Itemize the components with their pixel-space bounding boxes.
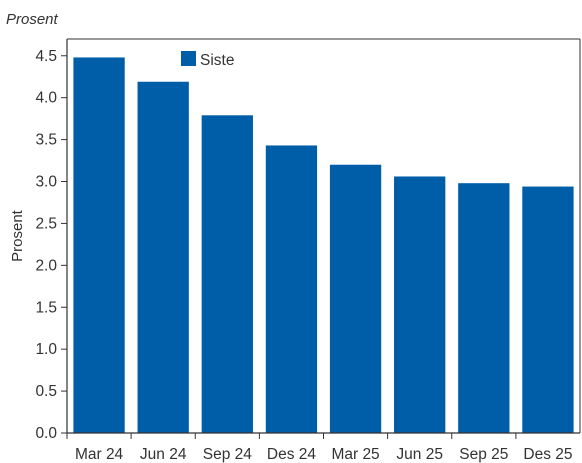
y-tick-label: 4.0	[35, 90, 57, 107]
y-tick-label: 2.0	[35, 257, 57, 274]
x-tick-label: Mar 25	[331, 446, 379, 463]
x-tick-label: Jun 24	[140, 446, 187, 463]
bar	[137, 81, 189, 434]
y-tick-label: 0.5	[35, 383, 57, 400]
x-tick-label: Mar 24	[75, 446, 124, 463]
y-tick-label: 2.5	[35, 215, 57, 232]
legend-swatch	[181, 51, 196, 66]
unit-label: Prosent	[6, 11, 59, 28]
bar	[201, 115, 253, 434]
y-tick-label: 1.5	[35, 299, 57, 316]
y-axis-title: Prosent	[9, 209, 26, 262]
y-tick-label: 3.0	[35, 174, 57, 191]
y-tick-label: 4.5	[35, 48, 57, 65]
bar	[522, 186, 574, 433]
bar	[73, 57, 125, 433]
legend-label: Siste	[200, 52, 234, 69]
x-tick-label: Jun 25	[396, 446, 443, 463]
bar	[458, 183, 510, 433]
bar	[265, 145, 318, 433]
y-tick-label: 1.0	[35, 341, 57, 358]
plot-area: 0.0 0.5 1.0 1.5 2.0 2.5 3.0 3.5 4.0 4.5 Mar 24 Jun …	[35, 38, 581, 463]
x-tick-label: Des 24	[267, 446, 316, 463]
legend: Siste	[181, 51, 234, 69]
x-tick-label: Des 25	[523, 446, 572, 463]
x-tick-label: Sep 25	[459, 446, 508, 463]
y-tick-label: 3.5	[35, 132, 57, 149]
bar	[329, 164, 382, 433]
y-tick-label: 0.0	[35, 425, 57, 442]
bar	[394, 176, 446, 434]
x-tick-label: Sep 24	[203, 446, 253, 463]
